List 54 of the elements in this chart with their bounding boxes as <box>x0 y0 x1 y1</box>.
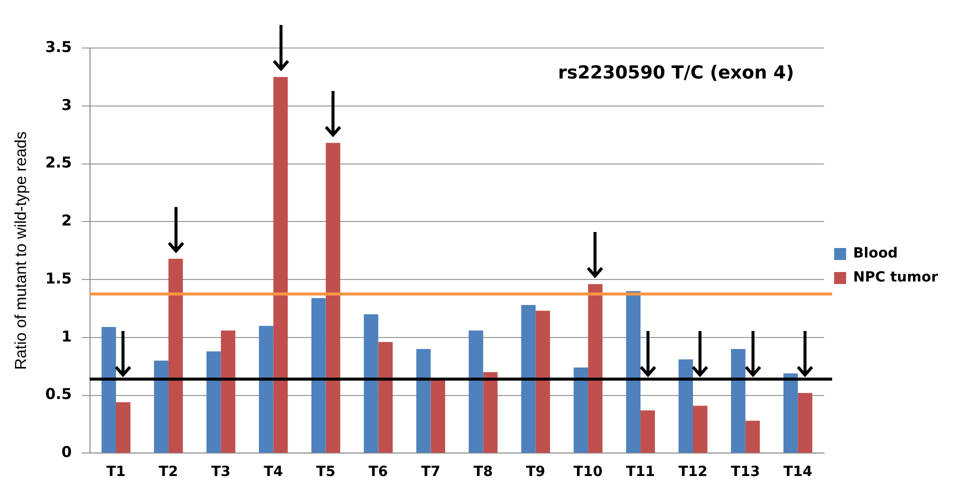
bar <box>102 327 116 453</box>
bar <box>116 402 130 453</box>
bar <box>273 76 288 453</box>
bar <box>640 410 655 453</box>
x-tick-label: T9 <box>526 464 546 480</box>
x-tick-label: T10 <box>574 464 603 480</box>
bar <box>521 305 536 453</box>
bar <box>430 379 446 453</box>
bar <box>206 351 221 453</box>
bar <box>364 314 378 453</box>
bar <box>783 373 798 453</box>
bar <box>574 368 588 453</box>
bar <box>258 326 274 453</box>
x-tick-label: T13 <box>730 464 760 480</box>
bar <box>378 342 393 453</box>
bar <box>168 258 183 453</box>
bar <box>154 360 168 453</box>
x-tick-label: T4 <box>264 464 284 480</box>
x-tick-label: T1 <box>106 464 126 480</box>
bar <box>416 349 431 453</box>
x-tick-label: T2 <box>158 464 178 480</box>
y-axis-title: Ratio of mutant to wild-type reads <box>13 131 30 370</box>
legend-label: NPC tumor <box>853 270 938 286</box>
bar <box>745 420 760 453</box>
bar <box>220 330 236 453</box>
bar <box>536 310 550 453</box>
bar <box>692 406 708 453</box>
x-tick-label: T6 <box>368 464 388 480</box>
bar <box>678 359 693 453</box>
bar <box>626 291 641 453</box>
bar <box>311 298 326 453</box>
x-tick-label: T14 <box>783 464 813 480</box>
y-tick-label: 3.5 <box>45 38 72 56</box>
bar <box>731 349 746 453</box>
bar <box>588 284 602 453</box>
y-tick-label: 2 <box>61 212 72 230</box>
x-tick-label: T7 <box>421 464 440 480</box>
bar <box>483 372 498 453</box>
x-tick-label: T8 <box>474 464 493 480</box>
bar <box>326 142 340 453</box>
y-tick-label: 0 <box>61 443 72 462</box>
bar <box>468 330 484 453</box>
y-tick-label: 0.5 <box>45 385 72 404</box>
legend-label: Blood <box>853 246 898 262</box>
y-tick-label: 1 <box>61 327 72 346</box>
x-tick-label: T5 <box>316 464 336 480</box>
y-tick-label: 1.5 <box>45 269 72 288</box>
x-tick-label: T12 <box>678 464 708 480</box>
y-tick-label: 3 <box>61 96 72 114</box>
text: rs2230590 T/C (exon 4) <box>558 62 794 84</box>
bar <box>798 393 812 453</box>
y-tick-label: 2.5 <box>45 154 72 172</box>
x-tick-label: T11 <box>626 464 656 480</box>
x-tick-label: T3 <box>211 464 231 480</box>
